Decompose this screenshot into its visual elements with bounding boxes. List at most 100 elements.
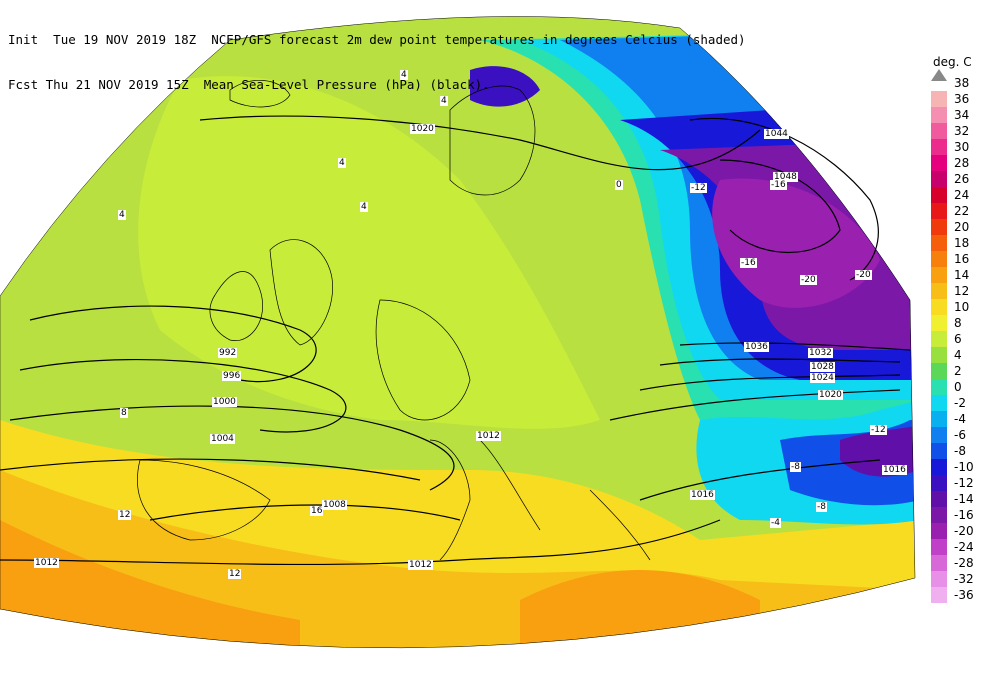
legend-tick-label: 16 [954,252,970,266]
legend-tick-label: 10 [954,300,970,314]
legend-tick-label: -8 [954,444,966,458]
legend-tick-label: 8 [954,316,962,330]
dewpoint-contour-label: -20 [855,270,872,280]
legend-tick-label: 2 [954,364,962,378]
legend-tick-label: -32 [954,572,974,586]
legend-swatch [931,187,947,203]
legend-tick-label: 12 [954,284,970,298]
legend-swatch [931,331,947,347]
product-description: NCEP/GFS forecast 2m dew point temperatu… [211,32,746,47]
legend-tick-label: 14 [954,268,970,282]
dewpoint-contour-label: -8 [816,502,827,512]
legend-tick-label: 34 [954,108,970,122]
legend-tick-label: -20 [954,524,974,538]
dewpoint-contour-label: 4 [360,202,368,212]
legend-tick-label: 24 [954,188,970,202]
legend-swatch [931,507,947,523]
dewpoint-contour-label: -4 [770,518,781,528]
dewpoint-contour-label: 12 [228,569,242,579]
legend-swatch [931,299,947,315]
legend-swatch [931,107,947,123]
legend-tick-label: -24 [954,540,974,554]
isobar-label: 1048 [773,172,798,182]
dewpoint-contour-label: 8 [120,408,128,418]
legend-swatch [931,411,947,427]
legend-swatch [931,251,947,267]
legend-unit: deg. C [933,55,972,69]
legend-swatch [931,155,947,171]
isobar-label: 1012 [34,558,59,568]
isobar-label: 1020 [818,390,843,400]
dewpoint-contour-label: -12 [690,183,707,193]
legend-tick-label: -12 [954,476,974,490]
legend-swatch [931,379,947,395]
legend-swatch [931,171,947,187]
isobar-label: 1004 [210,434,235,444]
dewpoint-contour-label: -8 [790,462,801,472]
legend-swatch [931,475,947,491]
dewpoint-contour-label: -16 [740,258,757,268]
legend-swatch [931,235,947,251]
coastlines [137,79,651,561]
legend-swatch [931,91,947,107]
legend-tick-label: 38 [954,76,970,90]
color-legend: deg. C 38 36 34 32 30 28 26 24 22 20 18 16 14 12 10 8 6 4… [925,55,995,615]
legend-swatch [931,443,947,459]
dewpoint-contour-label: -16 [770,180,787,190]
legend-swatch [931,427,947,443]
legend-swatch [931,123,947,139]
legend-tick-label: -28 [954,556,974,570]
dewpoint-contour-label: 4 [400,70,408,80]
dewpoint-contour-label: 4 [118,210,126,220]
legend-swatch [931,203,947,219]
dewpoint-contour-label: 16 [310,506,324,516]
legend-tick-label: -2 [954,396,966,410]
legend-swatch [931,571,947,587]
legend-swatch [931,139,947,155]
legend-tick-label: 18 [954,236,970,250]
isobar-label: 1028 [810,362,835,372]
isobar-label: 1012 [476,431,501,441]
legend-swatch [931,459,947,475]
isobar-label: 1012 [408,560,433,570]
legend-swatch [931,219,947,235]
isobar-label: 1036 [744,342,769,352]
legend-tick-label: -14 [954,492,974,506]
legend-tick-label: -6 [954,428,966,442]
isobar-label: 1000 [212,397,237,407]
legend-tick-label: 28 [954,156,970,170]
legend-tick-label: 6 [954,332,962,346]
isobar-label: 1008 [322,500,347,510]
legend-overflow-arrow-icon [931,69,947,81]
legend-tick-label: 30 [954,140,970,154]
legend-swatch [931,363,947,379]
legend-swatch [931,539,947,555]
dewpoint-contour-label: -12 [870,425,887,435]
legend-tick-label: -4 [954,412,966,426]
forecast-time: Thu 21 NOV 2019 15Z [45,77,189,92]
legend-swatch [931,315,947,331]
legend-swatch [931,283,947,299]
isobar-label: 1032 [808,348,833,358]
legend-tick-label: -16 [954,508,974,522]
isobar-label: 996 [222,371,242,381]
legend-swatch [931,267,947,283]
legend-tick-label: -10 [954,460,974,474]
init-time: Tue 19 NOV 2019 18Z [53,32,197,47]
pressure-description: Mean Sea-Level Pressure (hPa) (black). [203,77,490,92]
isobar-label: 1044 [764,129,789,139]
legend-swatch [931,395,947,411]
dewpoint-contour-label: 4 [338,158,346,168]
dewpoint-contour-label: 12 [118,510,132,520]
isobar-label: 1020 [410,124,435,134]
legend-swatch [931,587,947,603]
isobar-label: 992 [218,348,238,358]
legend-tick-label: 20 [954,220,970,234]
legend-swatch [931,347,947,363]
legend-tick-label: 26 [954,172,970,186]
init-label: Init [8,32,39,47]
init-line: Init Tue 19 NOV 2019 18Z NCEP/GFS foreca… [8,32,746,47]
legend-swatch [931,523,947,539]
dewpoint-contour-label: -20 [800,275,817,285]
